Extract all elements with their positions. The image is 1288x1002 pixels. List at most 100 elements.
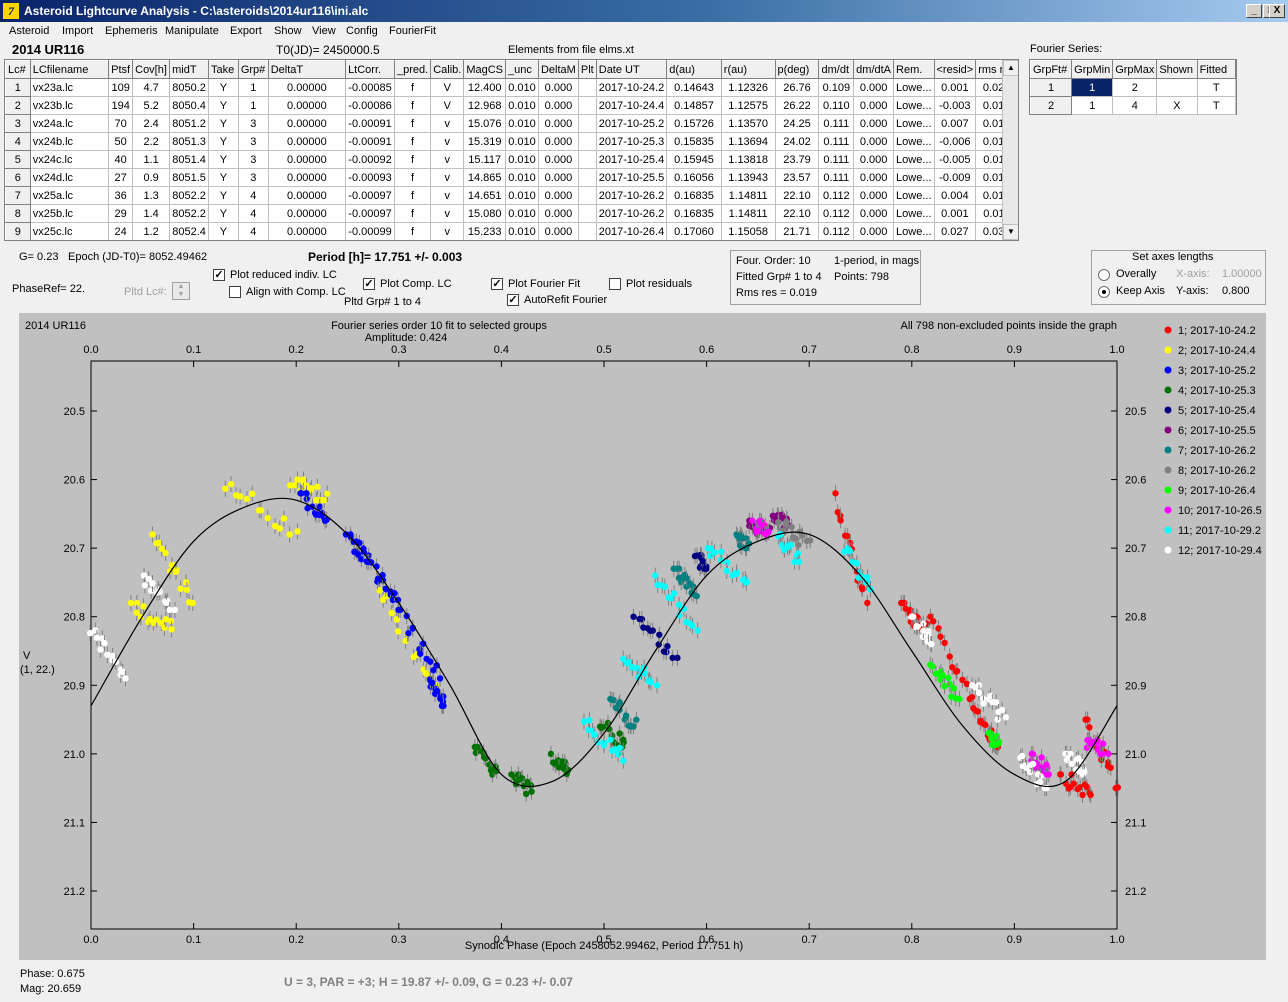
row-header[interactable]: 6: [5, 168, 31, 187]
table-cell[interactable]: 1: [238, 78, 269, 97]
table-cell[interactable]: 0.00000: [268, 114, 347, 133]
table-cell[interactable]: v: [430, 204, 465, 223]
table-cell[interactable]: Y: [208, 132, 239, 151]
table-cell[interactable]: 0.16056: [666, 168, 722, 187]
table-cell[interactable]: 0.14643: [666, 78, 722, 97]
fourier-column-header[interactable]: GrpFt#: [1029, 60, 1073, 79]
plot-comp-checkbox[interactable]: ✓: [363, 278, 375, 290]
table-cell[interactable]: 23.79: [775, 150, 820, 169]
table-cell[interactable]: vx23b.lc: [30, 96, 110, 115]
table-cell[interactable]: 0.004: [934, 186, 977, 205]
table-cell[interactable]: Lowe...: [893, 168, 935, 187]
table-cell[interactable]: V: [430, 78, 465, 97]
plot-residuals-checkbox[interactable]: [609, 278, 621, 290]
table-cell[interactable]: f: [394, 78, 432, 97]
table-cell[interactable]: 4.7: [132, 78, 171, 97]
table-cell[interactable]: 0.112: [818, 186, 855, 205]
table-cell[interactable]: -0.00091: [345, 114, 395, 133]
table-cell[interactable]: 29: [108, 204, 134, 223]
table-cell[interactable]: v: [430, 222, 465, 240]
table-cell[interactable]: Y: [208, 150, 239, 169]
table-cell[interactable]: vx25a.lc: [30, 186, 110, 205]
table-cell[interactable]: f: [394, 114, 432, 133]
table-cell[interactable]: 0.010: [505, 150, 539, 169]
table-cell[interactable]: 1.13694: [721, 132, 776, 151]
menu-export[interactable]: Export: [230, 25, 262, 37]
table-cell[interactable]: 2.2: [132, 132, 171, 151]
table-cell[interactable]: Y: [208, 222, 239, 240]
row-header[interactable]: 5: [5, 150, 31, 169]
table-cell[interactable]: 70: [108, 114, 134, 133]
table-cell[interactable]: 1.3: [132, 186, 171, 205]
table-cell[interactable]: [578, 204, 597, 223]
table-cell[interactable]: 14.651: [463, 186, 506, 205]
table-cell[interactable]: 1.14811: [721, 204, 776, 223]
table-cell[interactable]: 1: [238, 96, 269, 115]
lc-column-header[interactable]: r(au): [720, 60, 776, 79]
table-cell[interactable]: f: [394, 96, 432, 115]
table-cell[interactable]: v: [430, 150, 465, 169]
table-cell[interactable]: 2017-10-24.2: [596, 78, 668, 97]
table-cell[interactable]: -0.00099: [345, 222, 395, 240]
table-row[interactable]: 7 vx25a.lc 36 1.3 8052.2 Y 4 0.00000 -0.00097 f v 1…: [5, 186, 1018, 205]
table-cell[interactable]: 2017-10-25.5: [596, 168, 668, 187]
table-cell[interactable]: 2.4: [132, 114, 171, 133]
table-cell[interactable]: Lowe...: [893, 132, 935, 151]
lc-column-header[interactable]: Ptsf: [108, 60, 134, 79]
lc-column-header[interactable]: Grp#: [237, 60, 269, 79]
table-cell[interactable]: 15.319: [463, 132, 506, 151]
table-cell[interactable]: 1.13818: [721, 150, 776, 169]
table-cell[interactable]: 15.076: [463, 114, 506, 133]
table-cell[interactable]: Y: [208, 78, 239, 97]
table-cell[interactable]: -0.00091: [345, 132, 395, 151]
table-cell[interactable]: 1.15058: [721, 222, 776, 240]
table-cell[interactable]: Lowe...: [893, 150, 935, 169]
menu-fourierfit[interactable]: FourierFit: [389, 25, 437, 37]
table-cell[interactable]: Lowe...: [893, 204, 935, 223]
scroll-up-arrow-icon[interactable]: ▲: [1003, 60, 1018, 76]
table-cell[interactable]: 2017-10-25.4: [596, 150, 668, 169]
table-cell[interactable]: 2: [1112, 78, 1158, 97]
table-cell[interactable]: Lowe...: [893, 222, 935, 240]
table-cell[interactable]: 0.16835: [666, 204, 722, 223]
row-header[interactable]: 2: [5, 96, 31, 115]
lc-column-header[interactable]: d(au): [666, 60, 722, 79]
lc-column-header[interactable]: midT: [169, 60, 210, 79]
table-cell[interactable]: Y: [208, 204, 239, 223]
table-cell[interactable]: 0.000: [538, 150, 579, 169]
table-cell[interactable]: 0.010: [505, 168, 539, 187]
table-cell[interactable]: Lowe...: [893, 186, 935, 205]
lc-column-header[interactable]: Take: [208, 60, 239, 79]
table-cell[interactable]: vx24d.lc: [30, 168, 110, 187]
table-cell[interactable]: -0.00086: [345, 96, 395, 115]
table-cell[interactable]: 1.13943: [721, 168, 776, 187]
table-cell[interactable]: [578, 150, 597, 169]
table-cell[interactable]: 0.000: [538, 114, 579, 133]
table-cell[interactable]: -0.003: [934, 96, 977, 115]
table-cell[interactable]: Y: [208, 114, 239, 133]
table-cell[interactable]: 40: [108, 150, 134, 169]
lc-column-header[interactable]: DeltaM: [537, 60, 579, 79]
table-cell[interactable]: Y: [208, 96, 239, 115]
table-cell[interactable]: -0.00085: [345, 78, 395, 97]
table-cell[interactable]: 1.13570: [721, 114, 776, 133]
table-cell[interactable]: 8050.4: [169, 96, 210, 115]
table-cell[interactable]: 1.12326: [721, 78, 776, 97]
lc-column-header[interactable]: Lc#: [5, 60, 31, 79]
table-cell[interactable]: 0.000: [538, 78, 579, 97]
table-cell[interactable]: 0.001: [934, 78, 977, 97]
table-cell[interactable]: 23.57: [775, 168, 820, 187]
table-cell[interactable]: 2017-10-26.2: [596, 204, 668, 223]
table-cell[interactable]: 15.117: [463, 150, 506, 169]
table-row[interactable]: 6 vx24d.lc 27 0.9 8051.5 Y 3 0.00000 -0.00093 f v 1…: [5, 168, 1018, 187]
table-cell[interactable]: [578, 132, 597, 151]
keep-axis-radio[interactable]: [1098, 286, 1110, 298]
table-cell[interactable]: vx23a.lc: [30, 78, 110, 97]
table-cell[interactable]: 21.71: [775, 222, 820, 240]
overally-radio[interactable]: [1098, 269, 1110, 281]
table-cell[interactable]: Lowe...: [893, 114, 935, 133]
table-row[interactable]: 2 vx23b.lc 194 5.2 8050.4 Y 1 0.00000 -0.00086 f V…: [5, 96, 1018, 115]
table-cell[interactable]: 0.010: [505, 114, 539, 133]
table-cell[interactable]: 8051.2: [169, 114, 210, 133]
